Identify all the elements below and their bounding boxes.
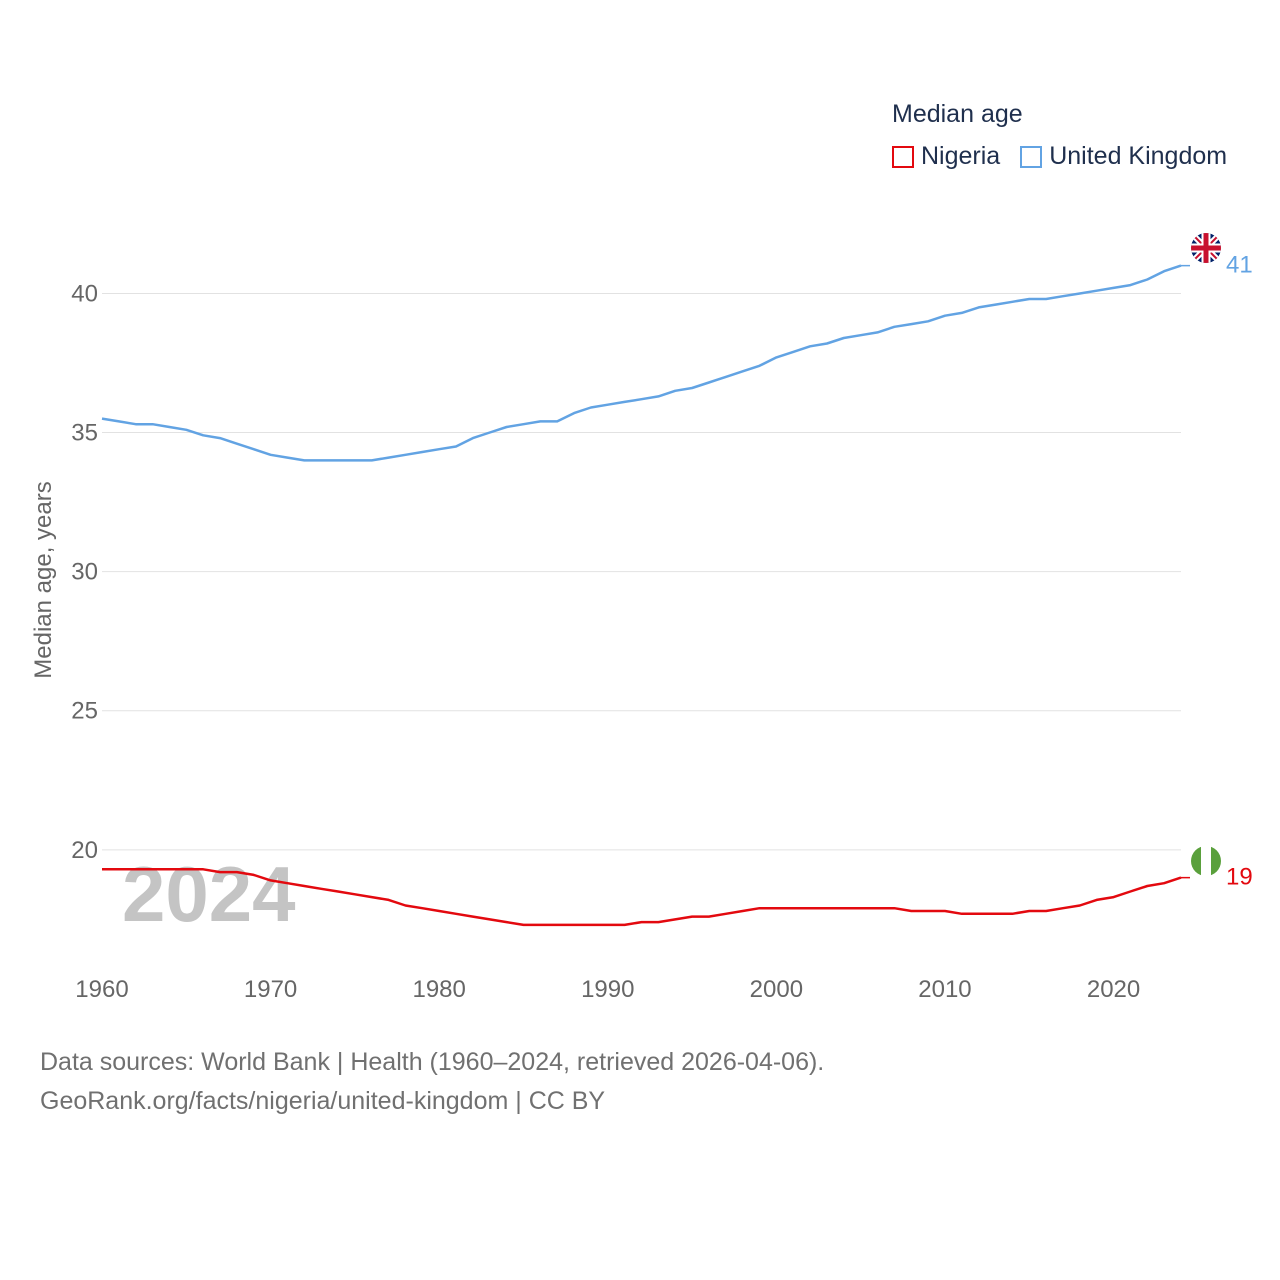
x-tick-label: 1990 [581,976,634,1003]
x-tick-label: 2010 [918,976,971,1003]
x-tick-label: 2020 [1087,976,1140,1003]
legend-item-nigeria[interactable]: Nigeria [892,142,1000,171]
footer-sources: Data sources: World Bank | Health (1960–… [40,1048,825,1076]
series-line-united-kingdom[interactable] [101,264,1182,462]
legend-item-united-kingdom[interactable]: United Kingdom [1020,142,1227,171]
legend-label-united-kingdom: United Kingdom [1049,142,1228,170]
x-tick-label: 1970 [244,976,297,1003]
nigeria-flag-icon [1191,846,1221,876]
y-tick-label: 40 [71,280,98,307]
legend-label-nigeria: Nigeria [921,142,1001,170]
x-tick-label: 1980 [412,976,465,1003]
legend: Nigeria United Kingdom [892,142,1247,171]
y-axis-title: Median age, years [30,481,57,678]
legend-swatch-united-kingdom [1020,145,1043,168]
year-label: 2024 [122,850,296,938]
grid-lines [102,292,1181,851]
y-tick-label: 25 [71,698,98,725]
footer: Data sources: World Bank | Health (1960–… [40,1043,824,1121]
y-tick-label: 30 [71,559,98,586]
legend-swatch-nigeria [892,145,914,168]
x-axis-ticks: 1960 1970 1980 1990 2000 2010 2020 [75,976,1140,1003]
series-line-nigeria[interactable] [102,868,1182,927]
y-tick-label: 20 [71,837,98,864]
uk-flag-icon [1191,233,1221,263]
footer-link[interactable]: GeoRank.org/facts/nigeria/united-kingdom… [40,1087,606,1115]
end-markers: 41 19 [1181,252,1253,891]
x-tick-label: 1960 [75,976,128,1003]
y-tick-label: 35 [71,420,98,447]
end-value-label-united-kingdom: 41 [1226,252,1253,279]
legend-title: Median age [892,100,1023,128]
y-axis-ticks: 20 25 30 35 40 [71,280,98,863]
x-tick-label: 2000 [750,976,803,1003]
series-lines [101,264,1182,927]
end-value-label-nigeria: 19 [1226,864,1253,891]
